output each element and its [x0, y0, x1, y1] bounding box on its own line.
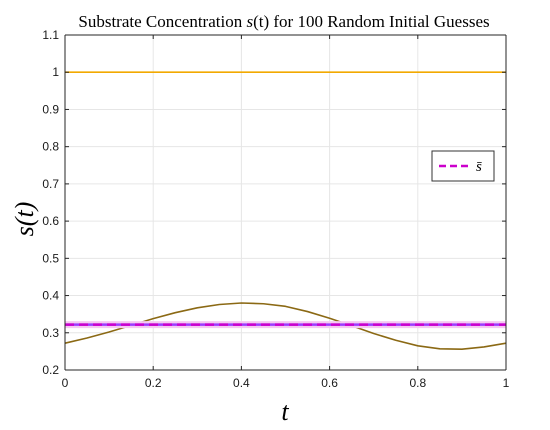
plot-area — [65, 35, 506, 370]
x-tick-label: 0.2 — [145, 376, 162, 390]
y-tick-label: 0.6 — [42, 214, 59, 228]
y-tick-label: 1.1 — [42, 28, 59, 42]
y-tick-label: 0.7 — [42, 177, 59, 191]
x-tick-label: 0.6 — [321, 376, 338, 390]
y-axis-label: s(t) — [10, 202, 39, 237]
y-tick-label: 0.8 — [42, 140, 59, 154]
chart-title-suffix: for 100 Random Initial Guesses — [269, 12, 490, 31]
legend: s̄ — [431, 150, 495, 182]
plot-series — [64, 71, 507, 350]
chart-title: Substrate Concentration s(t) for 100 Ran… — [78, 12, 489, 31]
y-tick-label: 0.4 — [42, 289, 59, 303]
y-tick-label: 1 — [52, 65, 59, 79]
y-tick-label: 0.2 — [42, 363, 59, 377]
tick-labels: 0 0.2 0.4 0.6 0.8 10.20.30.40.50.60.70.80.911… — [42, 28, 509, 390]
x-tick-label: 0.8 — [409, 376, 426, 390]
axes — [64, 34, 507, 371]
legend-label-s-bar: s̄ — [476, 159, 482, 175]
chart-title-var: s — [246, 12, 253, 31]
x-tick-label: 0.4 — [233, 376, 250, 390]
y-tick-label: 0.9 — [42, 102, 59, 116]
grid — [64, 34, 507, 371]
chart-title-arg: (t) — [253, 12, 269, 31]
x-tick-label: 1 — [503, 376, 510, 390]
x-axis-label: t — [281, 397, 289, 426]
y-tick-label: 0.3 — [42, 326, 59, 340]
x-tick-label: 0 — [62, 376, 69, 390]
chart-title-prefix: Substrate Concentration — [78, 12, 246, 31]
y-tick-label: 0.5 — [42, 251, 59, 265]
